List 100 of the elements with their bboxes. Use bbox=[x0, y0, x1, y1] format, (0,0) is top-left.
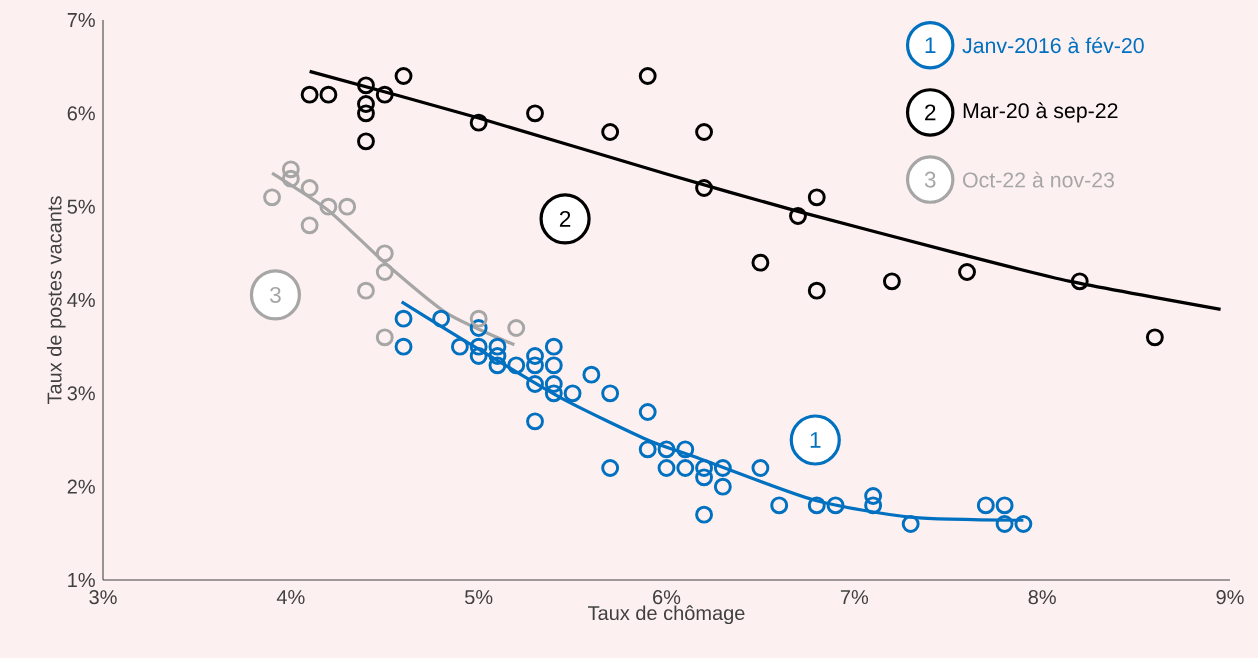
point bbox=[375, 244, 394, 263]
point bbox=[638, 67, 657, 85]
point bbox=[338, 197, 357, 216]
y-tick-label: 5% bbox=[67, 199, 95, 214]
point bbox=[864, 487, 883, 505]
point bbox=[432, 309, 451, 328]
y-axis-title: Taux de postes vacants bbox=[46, 196, 66, 405]
point bbox=[526, 375, 544, 393]
point bbox=[751, 459, 770, 477]
line-series bbox=[270, 171, 516, 347]
point bbox=[695, 179, 713, 197]
point bbox=[1145, 328, 1164, 347]
point bbox=[807, 281, 826, 300]
annotation: 3 bbox=[269, 286, 281, 303]
point bbox=[582, 365, 601, 384]
point bbox=[394, 309, 413, 328]
point bbox=[357, 104, 375, 123]
point bbox=[319, 197, 338, 216]
point bbox=[695, 459, 713, 477]
point bbox=[281, 169, 300, 188]
legend-label: Mar-20 à sep-22 bbox=[963, 102, 1118, 123]
point bbox=[357, 132, 375, 151]
point bbox=[319, 85, 338, 104]
point bbox=[469, 337, 488, 356]
legend-label: Oct-22 à nov-23 bbox=[963, 171, 1115, 188]
point bbox=[958, 263, 976, 281]
point bbox=[601, 123, 620, 141]
point bbox=[864, 496, 883, 515]
point bbox=[300, 85, 319, 104]
x-tick-label: 4% bbox=[276, 590, 305, 605]
point bbox=[544, 384, 563, 403]
y-tick-label: 3% bbox=[67, 386, 95, 401]
point bbox=[281, 160, 300, 179]
point bbox=[995, 496, 1014, 515]
point bbox=[375, 85, 394, 104]
point bbox=[469, 309, 488, 328]
point bbox=[526, 347, 544, 365]
point bbox=[657, 440, 676, 459]
text: 3 bbox=[924, 171, 936, 188]
point bbox=[1014, 515, 1033, 533]
point bbox=[526, 412, 544, 431]
point bbox=[394, 67, 413, 85]
annotation: 1 bbox=[810, 432, 821, 448]
point bbox=[450, 337, 469, 356]
point bbox=[713, 477, 732, 496]
point bbox=[526, 356, 544, 375]
legend-label: Janv-2016 à fév-20 bbox=[962, 37, 1144, 54]
point bbox=[526, 104, 544, 123]
point bbox=[901, 515, 920, 533]
point bbox=[807, 496, 826, 515]
point bbox=[394, 337, 413, 356]
x-axis-title: Taux de chômage bbox=[588, 605, 745, 625]
point bbox=[469, 347, 488, 365]
y-tick-label: 2% bbox=[67, 479, 95, 494]
point bbox=[375, 328, 394, 347]
point bbox=[300, 179, 319, 197]
point bbox=[488, 347, 507, 365]
point bbox=[263, 188, 281, 207]
point bbox=[488, 356, 507, 375]
x-tick-label: 7% bbox=[840, 590, 869, 605]
point bbox=[469, 113, 488, 132]
annotation: 2 bbox=[559, 210, 571, 227]
point bbox=[638, 440, 657, 459]
y-tick-label: 6% bbox=[67, 106, 95, 121]
point bbox=[488, 337, 507, 356]
y-tick-label: 7% bbox=[67, 13, 95, 28]
point bbox=[507, 356, 526, 375]
point bbox=[695, 505, 713, 524]
text: 1 bbox=[925, 37, 936, 53]
line-series bbox=[308, 69, 1223, 311]
point bbox=[357, 95, 375, 113]
y-tick-label: 1% bbox=[68, 573, 95, 588]
point bbox=[976, 496, 995, 515]
point bbox=[544, 375, 563, 393]
x-tick-label: 3% bbox=[89, 590, 117, 605]
point bbox=[770, 496, 789, 515]
x-tick-label: 9% bbox=[1216, 590, 1244, 605]
point bbox=[676, 459, 695, 477]
x-tick-label: 5% bbox=[465, 590, 493, 605]
x-tick-label: 6% bbox=[653, 590, 681, 605]
point bbox=[676, 440, 695, 459]
point bbox=[789, 207, 807, 225]
point bbox=[357, 281, 375, 300]
point bbox=[375, 263, 394, 281]
point bbox=[638, 403, 657, 421]
point bbox=[544, 356, 563, 375]
text: 2 bbox=[925, 104, 936, 121]
point bbox=[995, 515, 1014, 533]
point bbox=[1070, 272, 1089, 291]
point bbox=[713, 459, 732, 477]
point bbox=[507, 319, 526, 337]
point bbox=[826, 496, 845, 515]
point bbox=[544, 337, 563, 356]
point bbox=[882, 272, 901, 291]
point bbox=[751, 253, 770, 272]
point bbox=[563, 384, 582, 403]
point bbox=[601, 384, 620, 403]
point bbox=[807, 188, 826, 207]
point bbox=[657, 459, 676, 477]
point bbox=[695, 123, 713, 141]
